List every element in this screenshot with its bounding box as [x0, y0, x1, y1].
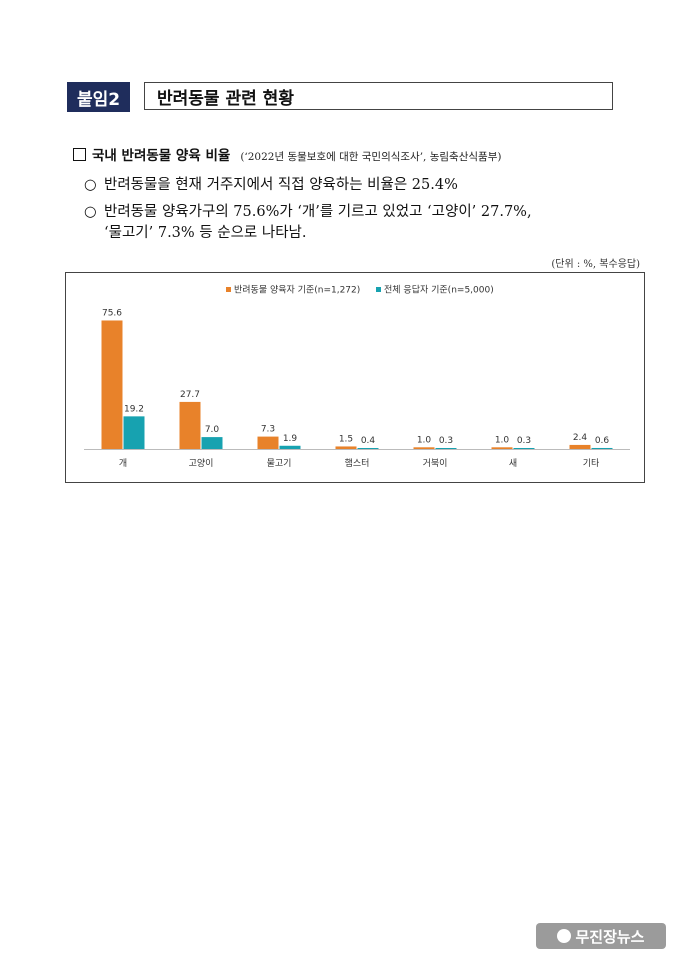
- bar: [591, 447, 613, 449]
- circle-bullet-icon: ○: [84, 177, 97, 193]
- data-label: 1.9: [283, 434, 298, 444]
- section-source: (‘2022년 동물보호에 대한 국민의식조사’, 농림축산식품부): [240, 151, 502, 163]
- bar: [435, 448, 457, 449]
- data-label: 0.3: [517, 436, 531, 446]
- legend-swatch: [226, 287, 231, 292]
- x-tick-label: 기타: [583, 458, 600, 469]
- bar: [357, 448, 379, 449]
- x-tick-label: 고양이: [189, 458, 214, 469]
- section-heading: 국내 반려동물 양육 비율 (‘2022년 동물보호에 대한 국민의식조사’, 농…: [73, 144, 501, 164]
- bar: [279, 445, 301, 449]
- chart-frame: 반려동물 양육자 기준(n=1,272) 전체 응답자 기준(n=5,000) 75…: [65, 272, 645, 483]
- data-label: 2.4: [573, 433, 588, 443]
- section-heading-text: 국내 반려동물 양육 비율: [92, 148, 231, 164]
- x-tick-label: 거북이: [423, 458, 448, 469]
- circle-bullet-icon: ○: [84, 204, 97, 220]
- bar: [179, 401, 201, 449]
- x-tick-label: 새: [509, 458, 517, 469]
- legend-label: 전체 응답자 기준(n=5,000): [384, 284, 494, 296]
- data-label: 0.3: [439, 436, 453, 446]
- x-tick-label: 햄스터: [345, 457, 370, 469]
- unit-note: (단위 : %, 복수응답): [551, 259, 640, 270]
- bar: [569, 444, 591, 449]
- data-label: 1.0: [417, 435, 432, 445]
- bar: [335, 446, 357, 449]
- watermark-logo: 무진장뉴스: [536, 923, 666, 949]
- bullet-item: ○ 반려동물을 현재 거주지에서 직접 양육하는 비율은 25.4%: [84, 174, 458, 196]
- data-label: 19.2: [124, 404, 144, 414]
- bar: [413, 447, 435, 449]
- legend-swatch: [376, 287, 381, 292]
- bar: [257, 436, 279, 449]
- bar: [201, 437, 223, 449]
- bar: [491, 447, 513, 449]
- appendix-badge: 붙임2: [67, 82, 130, 112]
- bullet-text: 반려동물을 현재 거주지에서 직접 양육하는 비율은 25.4%: [104, 177, 458, 193]
- legend-label: 반려동물 양육자 기준(n=1,272): [234, 285, 360, 296]
- data-label: 75.6: [102, 308, 122, 318]
- bar: [513, 448, 535, 449]
- watermark-text: 무진장뉴스: [575, 927, 645, 946]
- logo-icon: [557, 929, 572, 943]
- data-label: 7.0: [205, 425, 220, 435]
- x-tick-label: 개: [119, 458, 127, 469]
- data-label: 1.0: [495, 435, 510, 445]
- data-label: 7.3: [261, 425, 275, 435]
- bullet-continuation: ‘물고기’ 7.3% 등 순으로 나타남.: [104, 225, 307, 241]
- bullet-text: 반려동물 양육가구의 75.6%가 ‘개’를 기르고 있었고 ‘고양이’ 27.…: [104, 204, 532, 220]
- bar: [101, 320, 123, 449]
- page-title: 반려동물 관련 현황: [144, 82, 613, 110]
- data-label: 0.4: [361, 436, 376, 446]
- x-tick-label: 물고기: [267, 458, 292, 469]
- checkbox-square-icon: [73, 148, 86, 161]
- bullet-item: ○ 반려동물 양육가구의 75.6%가 ‘개’를 기르고 있었고 ‘고양이’ 27…: [84, 201, 532, 223]
- bar: [123, 416, 145, 449]
- data-label: 1.5: [339, 434, 353, 444]
- data-label: 27.7: [180, 390, 200, 400]
- bar-chart: 반려동물 양육자 기준(n=1,272) 전체 응답자 기준(n=5,000) 75…: [84, 284, 630, 469]
- data-label: 0.6: [595, 436, 610, 446]
